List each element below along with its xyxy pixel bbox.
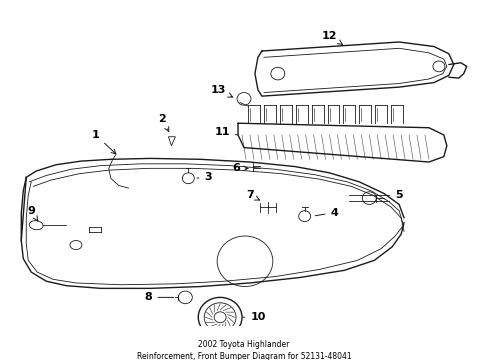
Text: 7: 7 xyxy=(245,190,259,201)
Text: 6: 6 xyxy=(232,163,247,173)
Text: 4: 4 xyxy=(315,208,338,217)
Text: 1: 1 xyxy=(92,130,116,154)
Text: 9: 9 xyxy=(27,206,38,221)
Text: 13: 13 xyxy=(210,85,232,97)
Text: 2: 2 xyxy=(158,114,168,131)
Text: 11: 11 xyxy=(214,127,238,137)
Text: 5: 5 xyxy=(389,189,402,199)
Text: 8: 8 xyxy=(144,292,173,302)
Text: 2002 Toyota Highlander
Reinforcement, Front Bumper Diagram for 52131-48041: 2002 Toyota Highlander Reinforcement, Fr… xyxy=(137,340,350,360)
Text: 12: 12 xyxy=(321,31,342,45)
Text: 3: 3 xyxy=(197,172,212,183)
Text: 10: 10 xyxy=(243,312,265,322)
